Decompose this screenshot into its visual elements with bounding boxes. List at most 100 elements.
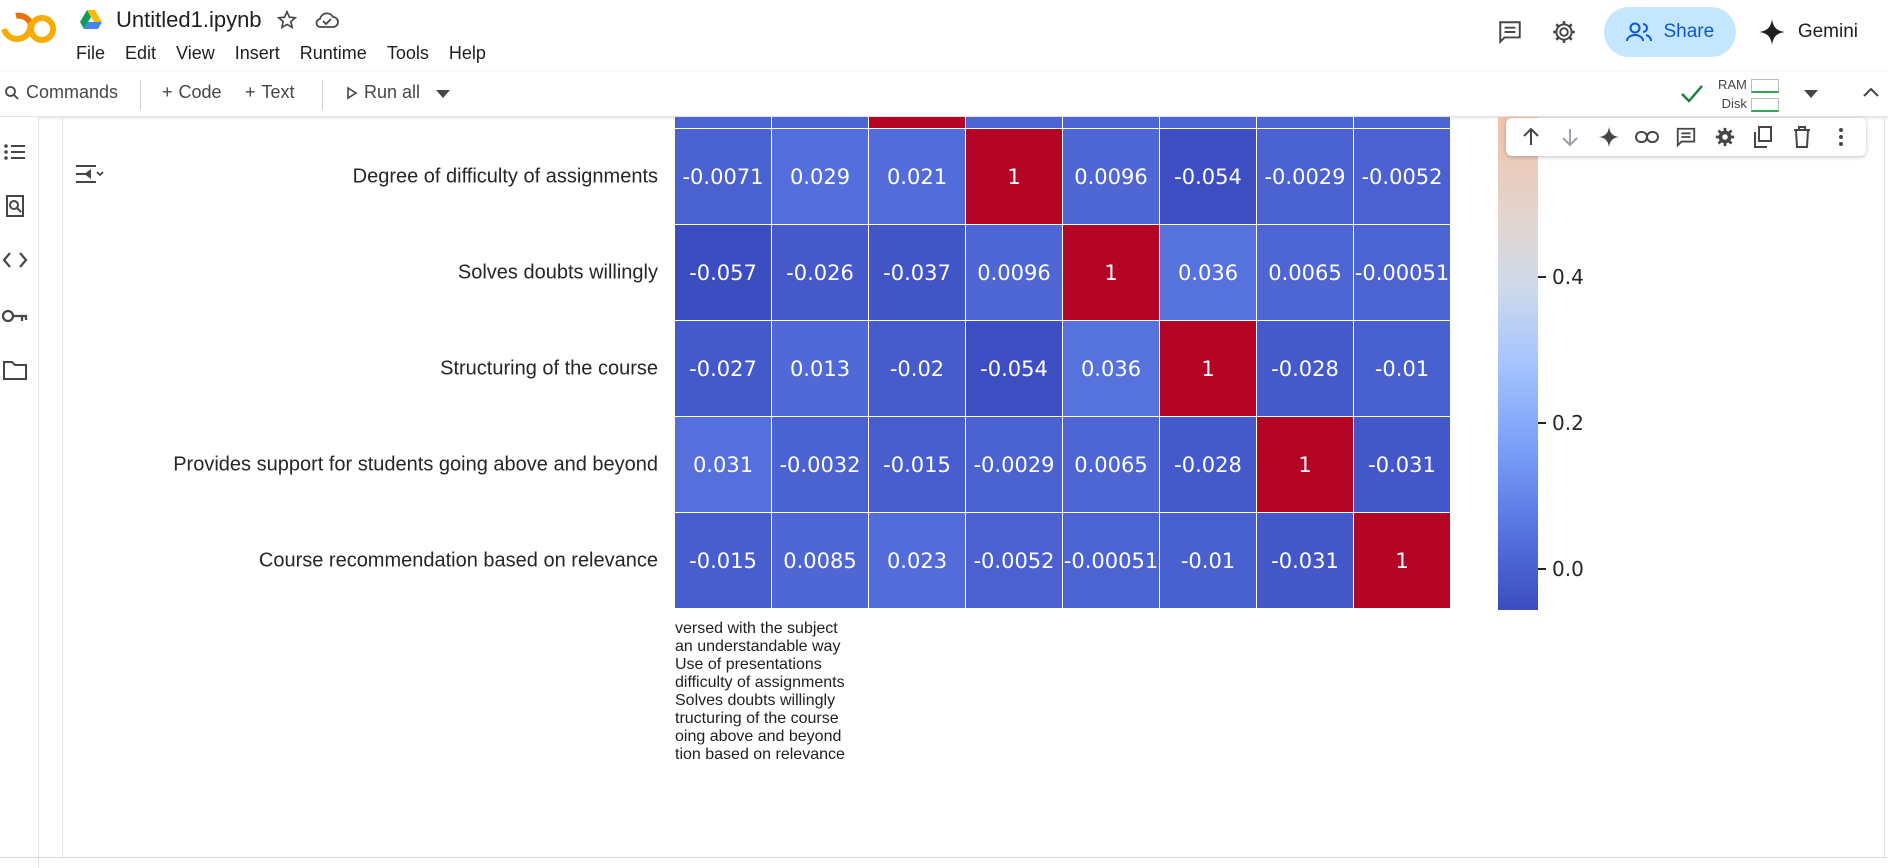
google-drive-icon bbox=[76, 5, 106, 35]
heatmap-cell: 1 bbox=[1257, 417, 1354, 513]
cloud-saved-icon[interactable] bbox=[312, 5, 342, 35]
connected-status[interactable] bbox=[1680, 84, 1704, 104]
plus-icon: + bbox=[245, 82, 256, 102]
colab-logo[interactable] bbox=[0, 6, 60, 52]
heatmap-cell: 0.0065 bbox=[1257, 225, 1354, 321]
header-actions: Share Gemini bbox=[1486, 6, 1888, 58]
caret-down-icon bbox=[436, 90, 450, 98]
link-icon[interactable] bbox=[1632, 122, 1662, 152]
people-icon bbox=[1626, 22, 1653, 42]
share-button[interactable]: Share bbox=[1603, 7, 1736, 57]
gemini-label: Gemini bbox=[1797, 21, 1858, 42]
cell-toolbar bbox=[1506, 118, 1866, 156]
run-all-button[interactable]: Run all bbox=[346, 82, 420, 103]
menu-tools[interactable]: Tools bbox=[386, 43, 429, 63]
heatmap-cell: 1 bbox=[966, 129, 1063, 225]
menu-bar: File Edit View Insert Runtime Tools Help bbox=[66, 40, 496, 67]
code-snippets-icon[interactable] bbox=[0, 245, 30, 275]
heatmap-cell: 1 bbox=[1354, 513, 1451, 609]
menu-edit[interactable]: Edit bbox=[125, 43, 157, 63]
menu-insert[interactable]: Insert bbox=[234, 43, 280, 63]
add-text-button[interactable]: + Text bbox=[245, 82, 295, 103]
colorbar-tick-label: 0.2 bbox=[1552, 411, 1584, 435]
gear-icon bbox=[1552, 21, 1575, 43]
move-up-icon[interactable] bbox=[1516, 122, 1546, 152]
heatmap-cell: -0.0052 bbox=[1354, 129, 1451, 225]
mirror-cell-icon[interactable] bbox=[1748, 122, 1778, 152]
code-label: Code bbox=[178, 82, 222, 102]
files-folder-icon[interactable] bbox=[0, 355, 30, 385]
menu-file[interactable]: File bbox=[76, 43, 106, 63]
app-header: Untitled1.ipynb File Edit View Insert Ru… bbox=[0, 0, 1888, 70]
heatmap-row-label: Provides support for students going abov… bbox=[173, 453, 658, 476]
heatmap-row-label: Solves doubts willingly bbox=[457, 261, 658, 284]
collapse-header-button[interactable] bbox=[1862, 86, 1880, 98]
heatmap-cell: 1 bbox=[1160, 321, 1257, 417]
commands-label: Commands bbox=[26, 82, 119, 102]
heatmap-column-label: Use of presentations bbox=[675, 656, 822, 673]
heatmap-cell: -0.02 bbox=[869, 321, 966, 417]
commands-button[interactable]: Commands bbox=[4, 82, 118, 103]
find-replace-icon[interactable] bbox=[0, 191, 30, 221]
gemini-button[interactable]: Gemini bbox=[1758, 18, 1858, 46]
search-icon bbox=[5, 85, 19, 100]
run-all-label: Run all bbox=[364, 82, 421, 102]
heatmap-cell: -0.028 bbox=[1160, 417, 1257, 513]
heatmap-cell: -0.0029 bbox=[966, 417, 1063, 513]
settings-gear-icon[interactable] bbox=[1710, 122, 1740, 152]
heatmap-cell: -0.054 bbox=[1160, 129, 1257, 225]
table-of-contents-icon[interactable] bbox=[0, 137, 30, 167]
heatmap-cell-partial bbox=[869, 117, 966, 129]
heatmap-cell-partial bbox=[675, 117, 772, 129]
heatmap-cell: -0.057 bbox=[675, 225, 772, 321]
heatmap-row-label: Course recommendation based on relevance bbox=[258, 549, 658, 572]
heatmap-cell: 0.021 bbox=[869, 129, 966, 225]
cell-gutter bbox=[62, 117, 63, 857]
runtime-options-dropdown[interactable] bbox=[1804, 90, 1818, 98]
bottom-border bbox=[0, 857, 1888, 858]
heatmap-cell-partial bbox=[1354, 117, 1451, 129]
share-label: Share bbox=[1663, 21, 1715, 42]
heatmap-column-label: an understandable way bbox=[675, 638, 841, 655]
resource-monitor[interactable]: RAM Disk bbox=[1718, 75, 1779, 113]
scrollbar-track[interactable] bbox=[1884, 117, 1885, 857]
gemini-sparkle-icon[interactable] bbox=[1594, 122, 1624, 152]
heatmap-cell: -0.00051 bbox=[1063, 513, 1160, 609]
menu-view[interactable]: View bbox=[176, 43, 215, 63]
menu-help[interactable]: Help bbox=[448, 43, 486, 63]
run-options-dropdown[interactable] bbox=[436, 90, 450, 98]
heatmap-column-label: tructuring of the course bbox=[675, 710, 839, 727]
star-icon[interactable] bbox=[272, 5, 302, 35]
caret-down-icon bbox=[1804, 90, 1818, 98]
heatmap-cell: 0.036 bbox=[1160, 225, 1257, 321]
colorbar-tick bbox=[1538, 276, 1546, 278]
heatmap-cell: 0.0096 bbox=[1063, 129, 1160, 225]
heatmap-cell: -0.00051 bbox=[1354, 225, 1451, 321]
comment-icon bbox=[1499, 21, 1521, 45]
notebook-filename[interactable]: Untitled1.ipynb bbox=[116, 7, 262, 32]
settings-button[interactable] bbox=[1540, 8, 1588, 56]
heatmap-cell: -0.031 bbox=[1354, 417, 1451, 513]
toolbar-divider bbox=[322, 80, 323, 110]
add-code-button[interactable]: + Code bbox=[162, 82, 222, 103]
toolbar-divider bbox=[140, 80, 141, 110]
output-actions-icon[interactable] bbox=[74, 162, 104, 191]
disk-bar bbox=[1750, 97, 1779, 112]
heatmap-cell: 0.013 bbox=[772, 321, 869, 417]
heatmap-cell-partial bbox=[1063, 117, 1160, 129]
heatmap-cell: -0.0052 bbox=[966, 513, 1063, 609]
heatmap-cell-partial bbox=[1160, 117, 1257, 129]
heatmap-cell: 0.036 bbox=[1063, 321, 1160, 417]
comment-icon[interactable] bbox=[1671, 122, 1701, 152]
menu-runtime[interactable]: Runtime bbox=[299, 43, 367, 63]
secrets-key-icon[interactable] bbox=[0, 301, 30, 331]
delete-icon[interactable] bbox=[1787, 122, 1817, 152]
heatmap-cell-partial bbox=[772, 117, 869, 129]
plus-icon: + bbox=[162, 82, 173, 102]
gemini-sparkle-icon bbox=[1758, 19, 1785, 45]
move-down-icon[interactable] bbox=[1555, 122, 1585, 152]
more-vert-icon[interactable] bbox=[1826, 122, 1856, 152]
comments-button[interactable] bbox=[1486, 8, 1534, 56]
heatmap-row-label: Degree of difficulty of assignments bbox=[352, 165, 658, 188]
heatmap-cell: -0.028 bbox=[1257, 321, 1354, 417]
